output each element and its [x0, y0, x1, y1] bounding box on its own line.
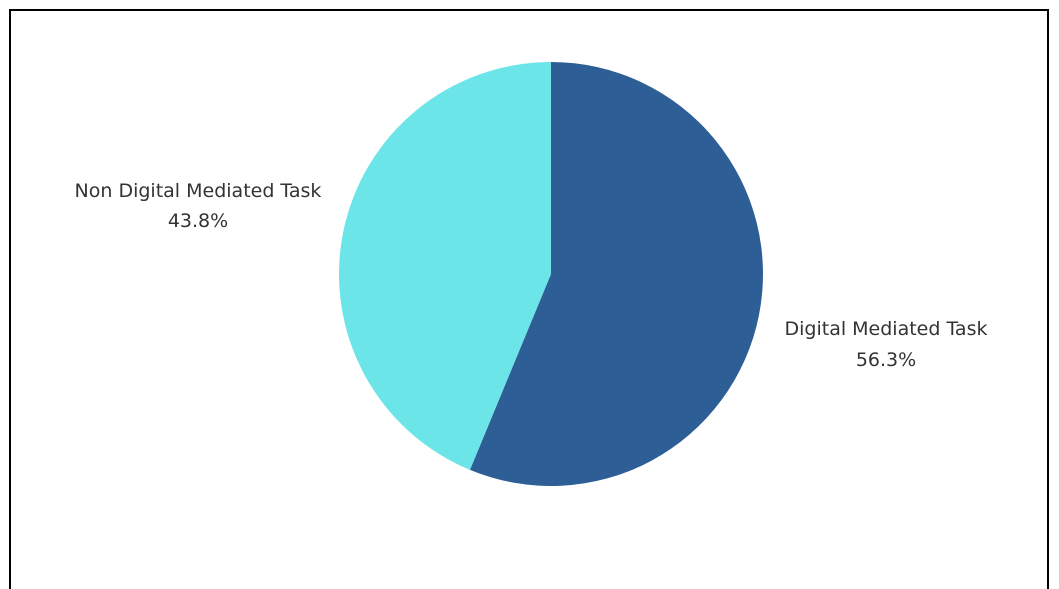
pie-slices: [339, 62, 764, 487]
pie-slice-digital-mediated-task: [469, 62, 764, 487]
slice-label-digital-percent: 56.3%: [856, 349, 916, 371]
pie-slice-non-digital-mediated-task: [339, 62, 551, 470]
slice-label-digital-name: Digital Mediated Task: [785, 318, 988, 340]
slice-label-non-digital-name: Non Digital Mediated Task: [75, 180, 322, 202]
slice-label-non-digital-percent: 43.8%: [168, 210, 228, 232]
